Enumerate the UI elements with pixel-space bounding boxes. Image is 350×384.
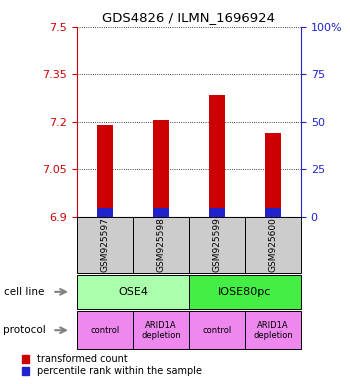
Title: GDS4826 / ILMN_1696924: GDS4826 / ILMN_1696924 bbox=[103, 11, 275, 24]
Bar bbox=[265, 209, 281, 217]
Bar bbox=[133, 311, 189, 349]
Bar bbox=[189, 275, 301, 309]
Bar bbox=[77, 311, 133, 349]
Text: OSE4: OSE4 bbox=[118, 287, 148, 297]
Bar bbox=[153, 120, 169, 217]
Text: ARID1A
depletion: ARID1A depletion bbox=[141, 321, 181, 340]
Bar bbox=[209, 209, 225, 217]
Text: control: control bbox=[90, 326, 120, 335]
Bar bbox=[265, 133, 281, 217]
Text: GSM925598: GSM925598 bbox=[156, 217, 166, 272]
Bar bbox=[77, 275, 189, 309]
Bar bbox=[153, 209, 169, 217]
Bar bbox=[77, 217, 133, 273]
Text: IOSE80pc: IOSE80pc bbox=[218, 287, 272, 297]
Text: protocol: protocol bbox=[4, 325, 46, 335]
Text: GSM925597: GSM925597 bbox=[100, 217, 110, 272]
Text: GSM925600: GSM925600 bbox=[268, 217, 278, 272]
Bar bbox=[97, 209, 113, 217]
Text: control: control bbox=[202, 326, 232, 335]
Bar bbox=[245, 217, 301, 273]
Text: GSM925599: GSM925599 bbox=[212, 217, 222, 272]
Legend: transformed count, percentile rank within the sample: transformed count, percentile rank withi… bbox=[22, 354, 202, 376]
Bar bbox=[209, 95, 225, 217]
Bar bbox=[245, 311, 301, 349]
Text: cell line: cell line bbox=[4, 287, 44, 297]
Text: ARID1A
depletion: ARID1A depletion bbox=[253, 321, 293, 340]
Bar bbox=[133, 217, 189, 273]
Bar bbox=[189, 217, 245, 273]
Bar bbox=[189, 311, 245, 349]
Bar bbox=[97, 125, 113, 217]
